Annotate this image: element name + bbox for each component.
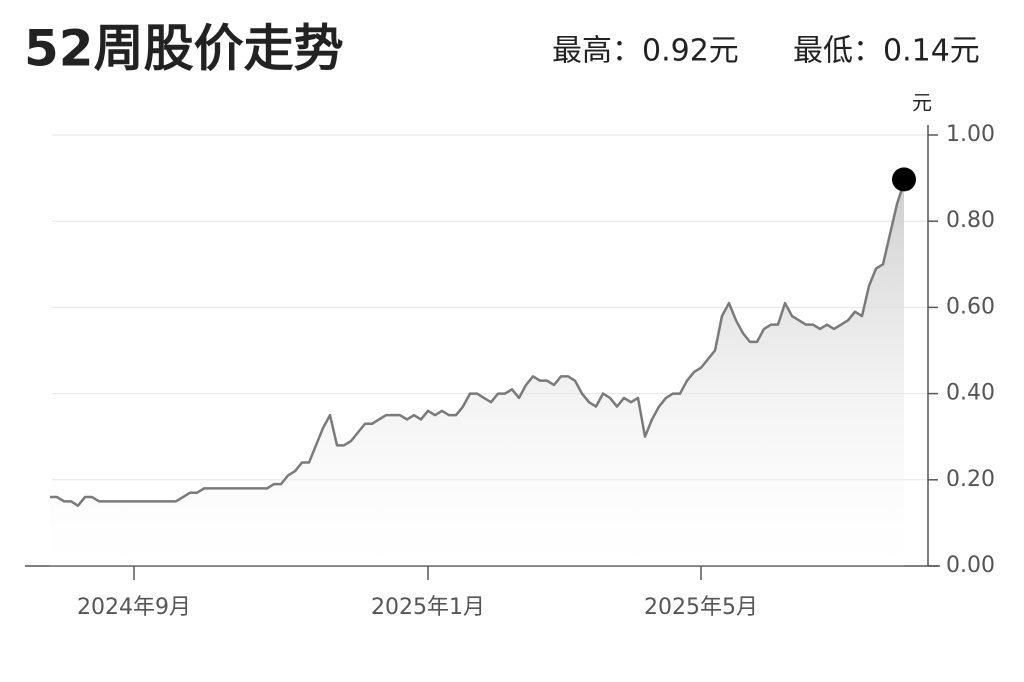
y-tick-label: 0.20 <box>946 467 995 492</box>
x-tick-label: 2024年9月 <box>77 595 191 620</box>
y-tick-label: 1.00 <box>946 122 995 147</box>
y-tick-label: 0.80 <box>946 208 995 233</box>
x-tick-label: 2025年5月 <box>644 595 758 620</box>
y-tick-label: 0.40 <box>946 381 995 406</box>
x-tick-label: 2025年1月 <box>371 595 485 620</box>
chart-title: 52周股价走势 <box>24 20 344 78</box>
y-tick-label: 0.60 <box>946 294 995 319</box>
area <box>50 182 904 566</box>
high-price: 最高：0.92元 <box>552 34 739 69</box>
y-unit: 元 <box>912 91 932 115</box>
y-tick-label: 0.00 <box>946 553 995 578</box>
low-price: 最低：0.14元 <box>793 34 980 69</box>
price-line <box>50 182 906 507</box>
last-point <box>892 167 916 192</box>
